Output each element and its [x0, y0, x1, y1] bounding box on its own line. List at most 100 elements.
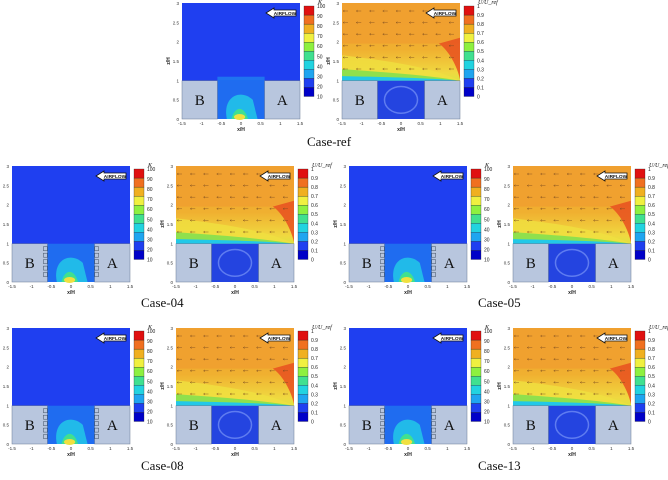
velocity-vector-arrow: [282, 230, 288, 234]
airflow-arrow-icon: [432, 332, 464, 344]
velocity-vector-arrow: [409, 67, 415, 71]
velocity-vector-arrow: [566, 392, 572, 396]
window-marker: [43, 414, 48, 420]
colorbar-swatch: [470, 339, 482, 350]
colorbar-swatch: [303, 42, 315, 52]
k-xtick: -1: [30, 284, 34, 289]
colorbar-tick: 0.1: [648, 410, 655, 416]
u-xtick: -1.5: [509, 284, 517, 289]
colorbar-tick: 0.9: [311, 176, 318, 182]
velocity-vector-arrow: [593, 392, 599, 396]
colorbar-swatch: [133, 195, 145, 206]
velocity-vector-arrow: [229, 392, 235, 396]
velocity-vector-arrow: [229, 358, 235, 361]
colorbar-swatch: [470, 214, 482, 224]
airflow-label: AIRFLOW: [274, 11, 297, 17]
colorbar-swatch: [470, 348, 482, 359]
velocity-vector-arrow: [176, 392, 182, 396]
u-xtick: -0.5: [377, 121, 385, 126]
caption-case-13: Case-13: [478, 458, 521, 473]
window-marker: [94, 252, 99, 258]
velocity-vector-arrow: [527, 184, 533, 187]
u-xtick: -1: [531, 284, 535, 289]
velocity-vector-arrow: [342, 44, 348, 47]
colorbar-tick: 70: [484, 359, 490, 365]
u-xlabel: x/H: [231, 290, 239, 296]
colorbar-tick: 0.4: [311, 221, 318, 227]
building-a-label: A: [277, 93, 288, 109]
velocity-vector-arrow: [243, 172, 249, 176]
velocity-vector-arrow: [593, 334, 599, 338]
velocity-vector-arrow: [566, 369, 572, 372]
velocity-contour-panel: B A AIRFLOW 0 0.5 1 1.5 2 2.5 3 -1.5 -1 -0.5 0 0.5 1 1.5…: [160, 164, 298, 296]
velocity-vector-arrow: [409, 56, 415, 59]
colorbar-swatch: [634, 232, 646, 242]
window-marker: [380, 252, 385, 258]
k-xtick: -0.5: [384, 446, 392, 451]
velocity-vector-arrow: [356, 33, 362, 36]
airflow-arrow-icon: [596, 332, 628, 344]
k-contour-panel: B A AIRFLOW 0 0.5 1 1.5 2 2.5 3 -1.5 -1 -0.5 0 0.5 1 1.5…: [0, 164, 134, 296]
velocity-vector-arrow: [540, 230, 546, 234]
velocity-vector-arrow: [282, 392, 288, 396]
velocity-vector-arrow: [540, 346, 546, 349]
u-ytick: 0: [507, 442, 510, 447]
velocity-vector-arrow: [256, 207, 262, 210]
airflow-label: AIRFLOW: [605, 174, 628, 180]
velocity-vector-arrow: [190, 392, 196, 396]
colorbar-tick: 70: [317, 34, 323, 40]
velocity-vector-arrow: [256, 334, 262, 338]
velocity-vector-arrow: [553, 207, 559, 210]
colorbar-title: K: [147, 325, 153, 331]
colorbar-swatch: [297, 223, 309, 233]
colorbar-tick: 0.1: [648, 248, 655, 254]
colorbar-swatch: [297, 205, 309, 215]
building-a-label: A: [271, 418, 282, 434]
velocity-vector-arrow: [513, 369, 519, 372]
velocity-vector-arrow: [395, 33, 401, 36]
colorbar-swatch: [634, 177, 646, 188]
k-xlabel: x/H: [404, 290, 412, 296]
colorbar-swatch: [470, 241, 482, 251]
k-xtick: 0.5: [425, 284, 432, 289]
velocity-vector-arrow: [382, 44, 388, 47]
building-b-label: B: [189, 418, 199, 434]
velocity-vector-arrow: [553, 334, 559, 338]
velocity-vector-arrow: [176, 172, 182, 176]
velocity-vector-arrow: [553, 392, 559, 396]
k-ytick: 3: [343, 326, 346, 331]
u-xtick: 1.5: [628, 446, 635, 451]
u-xlabel: x/H: [231, 452, 239, 458]
airflow-arrow-icon: [95, 332, 127, 344]
building-a: [424, 80, 461, 120]
velocity-upper-band: [513, 166, 631, 207]
velocity-vector-arrow: [527, 230, 533, 234]
velocity-vector-arrow: [409, 33, 415, 36]
velocity-vector-arrow: [176, 184, 182, 187]
velocity-vector-arrow: [513, 207, 519, 210]
colorbar-swatch: [133, 394, 145, 404]
airflow-arrow-icon: [259, 170, 291, 182]
velocity-vector-arrow: [540, 369, 546, 372]
k-hotspot: [400, 277, 413, 283]
colorbar-tick: 20: [484, 409, 490, 415]
u-xtick: 0.5: [252, 446, 259, 451]
u-xtick: -1: [194, 284, 198, 289]
colorbar-tick: 0.3: [311, 392, 318, 398]
building-b-label: B: [189, 256, 199, 272]
window-marker: [431, 427, 436, 433]
window-marker: [94, 421, 99, 426]
colorbar-tick: 90: [147, 339, 153, 345]
k-xtick: -1.5: [178, 121, 186, 126]
colorbar-tick: 80: [147, 349, 153, 355]
colorbar-tick: 80: [484, 349, 490, 355]
k-xtick: 1.5: [464, 284, 471, 289]
colorbar-tick: 0.3: [648, 392, 655, 398]
velocity-vector-arrow: [435, 56, 441, 59]
building-b: [175, 243, 212, 283]
colorbar-tick: 0.6: [311, 365, 318, 371]
u-xtick: 1: [610, 446, 613, 451]
airflow-label: AIRFLOW: [104, 174, 127, 180]
